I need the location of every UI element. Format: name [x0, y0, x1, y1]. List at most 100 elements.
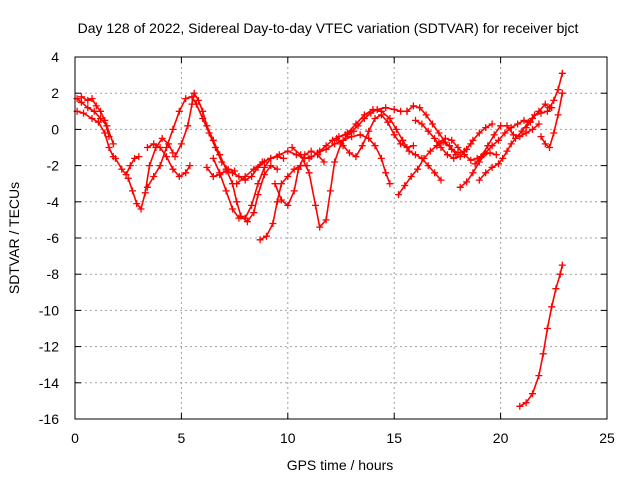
data-point — [405, 147, 413, 155]
data-point — [477, 153, 485, 161]
data-point — [171, 153, 179, 161]
data-point — [358, 142, 366, 150]
data-point — [163, 153, 170, 161]
data-series-s3 — [77, 93, 113, 141]
data-point — [420, 154, 428, 162]
data-point — [169, 149, 177, 157]
data-point — [382, 169, 390, 177]
data-point — [414, 165, 422, 173]
data-point — [97, 115, 104, 122]
data-series-s8 — [171, 89, 281, 226]
data-point — [529, 115, 536, 122]
data-point — [431, 169, 439, 177]
x-tick-label: 25 — [599, 430, 615, 446]
data-point — [356, 131, 364, 139]
data-point — [412, 116, 419, 124]
data-point — [143, 144, 151, 151]
data-series-s21 — [412, 116, 496, 162]
data-point — [460, 151, 468, 159]
data-point — [209, 173, 217, 180]
data-point — [150, 140, 158, 148]
data-point — [277, 196, 285, 204]
data-point — [429, 120, 436, 128]
data-point — [386, 180, 394, 188]
data-point — [80, 109, 87, 117]
data-point — [146, 162, 153, 170]
data-point — [256, 236, 264, 244]
data-point — [507, 140, 515, 148]
data-point — [305, 169, 313, 177]
data-point — [188, 100, 196, 108]
data-point — [546, 104, 553, 112]
data-point — [360, 111, 368, 119]
data-point — [488, 163, 496, 171]
data-point — [163, 144, 170, 151]
data-point — [314, 149, 322, 157]
data-point — [482, 124, 490, 132]
data-point — [463, 145, 471, 153]
data-point — [329, 136, 336, 144]
data-point — [399, 136, 407, 144]
data-point — [169, 125, 177, 133]
data-point — [273, 165, 281, 173]
data-series-s14 — [288, 127, 358, 231]
series-trace — [438, 137, 498, 162]
data-point — [390, 131, 398, 139]
y-tick-label: -4 — [47, 194, 60, 210]
data-point — [392, 125, 400, 133]
data-point — [222, 167, 230, 175]
data-point — [333, 134, 341, 142]
data-point — [475, 176, 483, 184]
data-point — [133, 200, 141, 208]
series-trace — [478, 106, 553, 181]
data-point — [431, 134, 439, 142]
data-point — [541, 100, 549, 108]
series-trace — [540, 92, 564, 149]
data-point — [269, 220, 277, 227]
y-axis-label: SDTVAR / TECUs — [6, 182, 22, 294]
data-point — [188, 93, 196, 101]
data-point — [184, 122, 192, 130]
data-point — [409, 102, 417, 110]
data-point — [158, 134, 166, 142]
data-point — [501, 129, 509, 137]
data-point — [241, 173, 249, 180]
data-point — [216, 151, 224, 159]
data-point — [229, 205, 236, 213]
data-point — [101, 116, 109, 124]
data-point — [263, 232, 270, 240]
data-point — [529, 390, 536, 398]
data-point — [77, 93, 85, 101]
data-point — [499, 154, 507, 162]
data-point — [84, 96, 92, 104]
data-point — [416, 104, 424, 112]
data-point — [454, 144, 462, 151]
x-tick-label: 20 — [493, 430, 509, 446]
y-tick-label: -2 — [47, 158, 60, 174]
data-point — [371, 115, 379, 122]
data-point — [186, 162, 194, 170]
data-point — [203, 122, 211, 130]
data-point — [199, 107, 207, 115]
data-series — [73, 69, 566, 410]
x-tick-label: 15 — [386, 430, 402, 446]
data-point — [377, 107, 385, 115]
data-point — [94, 118, 102, 126]
data-point — [131, 154, 139, 162]
data-point — [258, 158, 266, 166]
data-point — [503, 122, 511, 130]
data-point — [537, 133, 545, 141]
data-point — [233, 198, 241, 206]
data-point — [233, 180, 241, 188]
data-point — [407, 173, 415, 180]
data-point — [384, 118, 392, 126]
data-point — [288, 144, 296, 151]
data-series-s2 — [73, 107, 117, 161]
data-point — [331, 140, 339, 148]
data-point — [495, 160, 502, 168]
data-point — [448, 136, 456, 144]
data-point — [267, 154, 275, 162]
data-point — [543, 325, 551, 332]
plot-frame — [74, 56, 608, 420]
data-point — [322, 216, 330, 224]
